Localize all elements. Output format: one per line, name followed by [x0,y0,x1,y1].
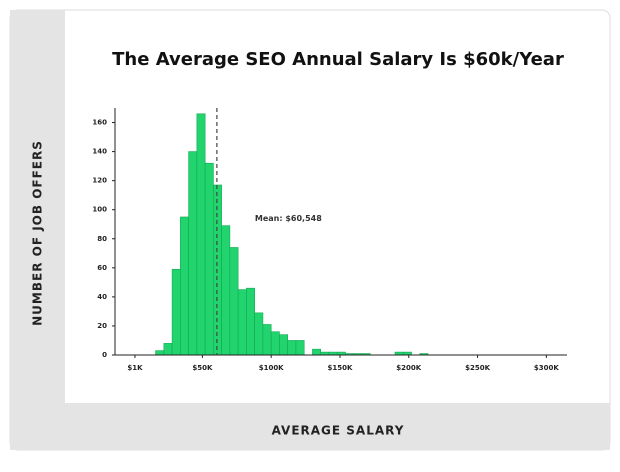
x-tick-label: $150K [328,364,353,372]
x-tick-label: $200K [396,364,421,372]
bar [163,343,173,356]
mean-label: Mean: $60,548 [255,214,322,223]
bar [295,340,305,356]
x-axis-label: AVERAGE SALARY [272,424,405,438]
bar [204,162,214,356]
y-tick-label: 20 [97,322,107,330]
y-tick-label: 120 [92,177,107,185]
bar [229,247,239,356]
bar [171,268,181,356]
bar [254,312,264,356]
bar [188,151,198,356]
y-tick-label: 40 [97,293,107,301]
bar [196,113,206,356]
bar [180,216,189,356]
y-tick-label: 100 [92,206,107,214]
y-tick-label: 160 [92,119,107,127]
bar [213,184,222,356]
bar [221,225,231,356]
y-band [10,10,65,450]
bar [270,331,280,356]
x-band [65,403,610,450]
chart-title: The Average SEO Annual Salary Is $60k/Ye… [112,49,564,70]
bar [237,289,247,356]
x-tick-label: $100K [259,364,284,372]
bar [246,287,255,356]
y-tick-label: 140 [92,148,107,156]
x-tick-label: $1K [127,364,143,372]
bar [155,350,165,356]
x-tick-label: $250K [465,364,490,372]
bar [279,334,288,356]
y-tick-label: 0 [102,351,107,359]
bar [312,348,322,356]
y-tick-label: 80 [97,235,107,243]
bar [287,340,297,356]
bar [262,324,272,356]
y-tick-label: 60 [97,264,107,272]
x-tick-label: $50K [192,364,213,372]
y-axis-label: NUMBER OF JOB OFFERS [31,140,45,326]
x-tick-label: $300K [534,364,559,372]
card [9,9,611,451]
